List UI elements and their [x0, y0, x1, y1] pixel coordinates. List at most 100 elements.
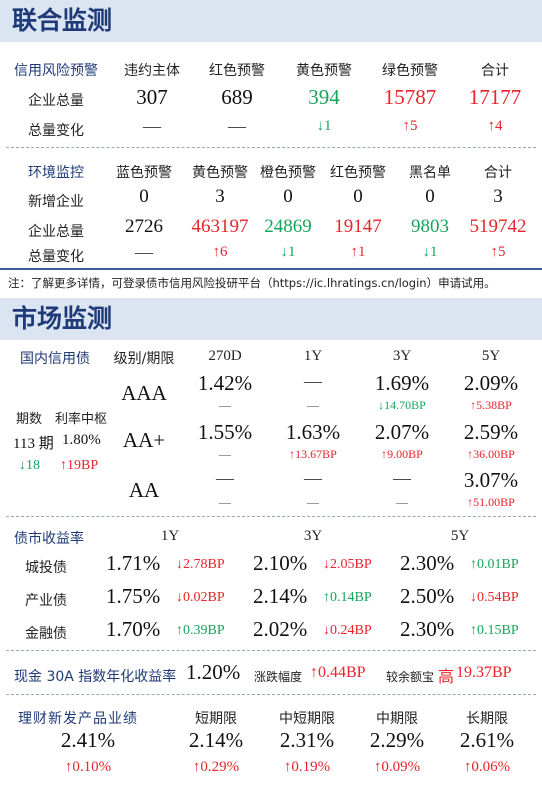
env-total-sum: 519742 [469, 216, 527, 237]
aaa-3y-change: ↓14.70BP [378, 398, 426, 412]
grade-aa-plus: AA+ [122, 428, 166, 452]
yield-row-label-industrial: 产业债 [25, 593, 67, 609]
aaplus-3y-change: ↑9.00BP [381, 447, 423, 461]
financial-3y-change: ↓0.24BP [323, 623, 372, 638]
credit-total-red: 689 [221, 85, 253, 109]
wm-header-long: 长期限 [466, 711, 508, 727]
wm-mid-rate: 2.29% [369, 728, 425, 752]
credit-total-green: 15787 [383, 85, 437, 109]
section-title-joint: 联合监测 [12, 6, 113, 35]
section-title-market: 市场监测 [12, 304, 113, 333]
industrial-3y-change: ↑0.14BP [323, 590, 372, 605]
credit-row-label-change: 总量变化 [28, 123, 84, 139]
env-change-total: ↑5 [490, 244, 506, 260]
aaa-1y-rate: — [304, 371, 322, 391]
aaplus-3y-rate: 2.07% [374, 420, 430, 444]
env-change-blue: — [135, 242, 153, 262]
aa-270d-rate: — [216, 468, 234, 488]
divider [6, 650, 536, 651]
env-header-yellow: 黄色预警 [192, 165, 248, 181]
grade-tenor-header: 级别/期限 [113, 351, 175, 367]
credit-header-red: 红色预警 [209, 63, 265, 79]
env-header-orange: 橙色预警 [260, 165, 316, 181]
env-change-yellow: ↑6 [212, 244, 228, 260]
credit-total-sum: 17177 [468, 85, 522, 109]
aa-5y-rate: 3.07% [463, 468, 519, 492]
lgfv-3y-rate: 2.10% [253, 551, 308, 575]
env-total-red: 19147 [334, 216, 382, 237]
grade-aaa: AAA [121, 381, 167, 405]
issue-count-value: 113 期 [13, 436, 54, 452]
env-total-orange: 24869 [264, 216, 312, 237]
wm-header-mid: 中期限 [376, 711, 418, 727]
env-header-blacklist: 黑名单 [409, 165, 451, 181]
env-row-label-new: 新增企业 [28, 194, 84, 210]
industrial-5y-rate: 2.50% [400, 584, 455, 608]
tenor-header-5y: 5Y [481, 348, 501, 364]
cash-change-label: 涨跌幅度 [254, 670, 303, 684]
aaa-270d-rate: 1.42% [197, 371, 253, 395]
aa-270d-change: — [219, 495, 231, 509]
aa-5y-change: ↑51.00BP [467, 495, 515, 509]
industrial-1y-rate: 1.75% [106, 584, 161, 608]
env-change-blacklist: ↓1 [422, 244, 438, 260]
env-header-red: 红色预警 [330, 165, 386, 181]
env-new-blue: 0 [139, 186, 149, 207]
aaplus-1y-rate: 1.63% [285, 420, 341, 444]
aaa-1y-change: — [307, 398, 319, 412]
issue-count-label: 期数 [16, 412, 43, 427]
median-rate-value: 1.80% [62, 432, 101, 448]
env-header-total: 合计 [484, 165, 512, 181]
financial-5y-change: ↑0.15BP [470, 623, 519, 638]
cash-change-value: ↑0.44BP [310, 664, 366, 681]
env-row-label-total: 企业总量 [28, 224, 84, 240]
cash-index-label: 现金 30A 指数年化收益率 [14, 669, 177, 685]
tenor-header-1y: 1Y [303, 348, 323, 364]
compare-word: 高 [438, 669, 455, 686]
median-rate-change: ↑19BP [60, 458, 99, 473]
env-new-total: 3 [493, 186, 503, 207]
financial-1y-rate: 1.70% [106, 617, 161, 641]
lgfv-3y-change: ↓2.05BP [323, 557, 372, 572]
env-total-blue: 2726 [125, 216, 163, 237]
wm-overall-change: ↑0.10% [64, 759, 112, 775]
aaa-5y-change: ↑5.38BP [470, 398, 512, 412]
wm-short-rate: 2.14% [188, 728, 244, 752]
median-rate-label: 利率中枢 [55, 412, 108, 427]
env-new-yellow: 3 [215, 186, 225, 207]
env-change-orange: ↓1 [280, 244, 296, 260]
env-total-blacklist: 9803 [411, 216, 449, 237]
credit-change-yellow: ↓1 [316, 118, 332, 134]
aa-1y-rate: — [304, 468, 322, 488]
credit-change-default: — [143, 116, 161, 136]
lgfv-1y-rate: 1.71% [106, 551, 161, 575]
aaplus-270d-change: — [219, 447, 231, 461]
aaplus-5y-change: ↑36.00BP [467, 447, 515, 461]
aaplus-5y-rate: 2.59% [463, 420, 519, 444]
env-new-orange: 0 [283, 186, 293, 207]
cash-index-value: 1.20% [186, 660, 241, 684]
section-header-joint [0, 0, 542, 42]
platform-note: 注：了解更多详情，可登录债市信用风险投研平台（https://ic.lhrati… [8, 276, 496, 290]
divider [6, 516, 536, 517]
compare-value: 19.37BP [456, 664, 512, 681]
credit-total-default: 307 [136, 85, 168, 109]
financial-3y-rate: 2.02% [253, 617, 308, 641]
wm-header-short: 短期限 [195, 711, 237, 727]
yield-row-label-financial: 金融债 [25, 626, 67, 642]
compare-label: 较余额宝 [386, 670, 435, 684]
wm-header-short-mid: 中短期限 [279, 711, 335, 727]
wm-overall-rate: 2.41% [60, 728, 116, 752]
tenor-header-3y: 3Y [392, 348, 412, 364]
lgfv-5y-change: ↑0.01BP [470, 557, 519, 572]
aa-1y-change: — [307, 495, 319, 509]
credit-header-green: 绿色预警 [382, 63, 438, 79]
wm-label: 理财新发产品业绩 [18, 711, 138, 727]
financial-5y-rate: 2.30% [400, 617, 455, 641]
credit-risk-label: 信用风险预警 [14, 63, 98, 79]
industrial-3y-rate: 2.14% [253, 584, 308, 608]
aaa-270d-change: — [219, 398, 231, 412]
industrial-1y-change: ↓0.02BP [176, 590, 225, 605]
aaa-3y-rate: 1.69% [374, 371, 430, 395]
aaplus-270d-rate: 1.55% [197, 420, 253, 444]
